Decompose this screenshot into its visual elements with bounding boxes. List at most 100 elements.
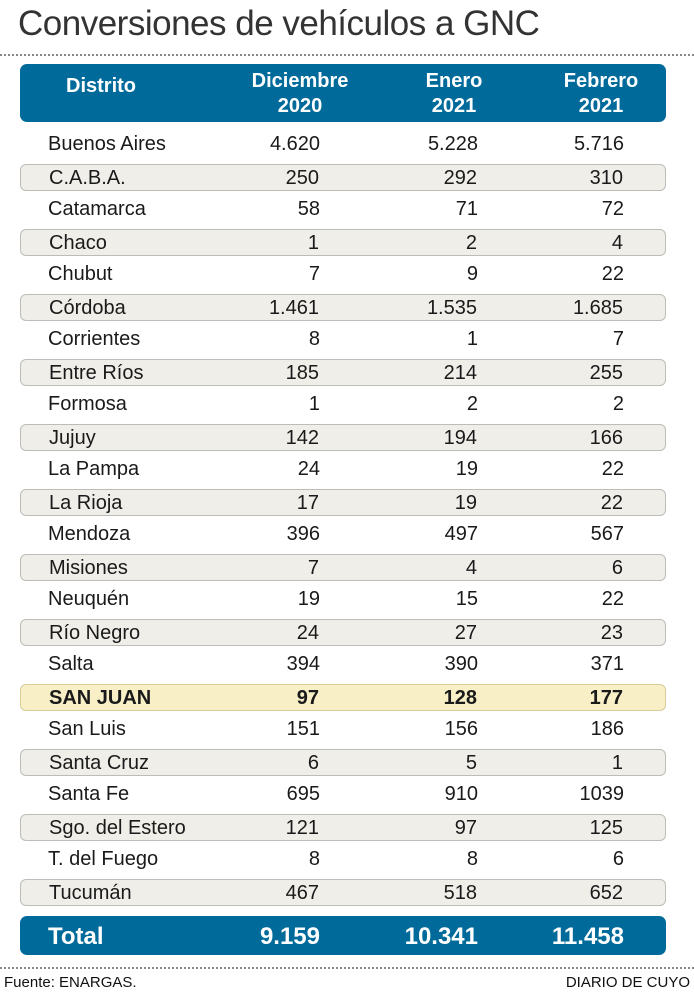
value-jan: 292 — [443, 166, 477, 189]
value-feb: 371 — [590, 653, 624, 675]
district-name: C.A.B.A. — [49, 166, 126, 189]
value-jan: 2 — [465, 231, 477, 254]
page-title: Conversiones de vehículos a GNC — [18, 4, 540, 43]
district-name: Salta — [48, 653, 94, 675]
district-name: Río Negro — [49, 621, 141, 644]
value-dec: 7 — [308, 263, 320, 285]
table-row: Entre Ríos 185 214 255 — [20, 358, 666, 386]
value-jan: 128 — [443, 686, 477, 709]
value-dec: 1 — [308, 393, 320, 415]
table-row: Sgo. del Estero 121 97 125 — [20, 813, 666, 841]
value-dec: 185 — [285, 361, 319, 384]
total-row: Total 9.159 10.341 11.458 — [20, 916, 666, 955]
district-name: Córdoba — [49, 296, 126, 319]
table-row: Jujuy 142 194 166 — [20, 423, 666, 451]
value-dec: 467 — [285, 881, 319, 904]
value-feb: 4 — [611, 231, 623, 254]
district-name: Sgo. del Estero — [49, 816, 186, 839]
district-name: San Luis — [48, 718, 126, 740]
table-row: Chubut 7 9 22 — [20, 261, 666, 288]
district-name: Santa Fe — [48, 783, 130, 805]
table-row: Formosa 1 2 2 — [20, 391, 666, 418]
district-name: Buenos Aires — [48, 133, 166, 155]
district-name: Entre Ríos — [49, 361, 144, 384]
divider — [0, 967, 694, 969]
value-dec: 19 — [297, 588, 320, 610]
table-row: Salta 394 390 371 — [20, 651, 666, 678]
value-dec: 17 — [296, 491, 319, 514]
value-dec: 250 — [285, 166, 319, 189]
total-feb: 11.458 — [551, 923, 624, 950]
value-dec: 142 — [285, 426, 319, 449]
source-note: Fuente: ENARGAS. — [4, 974, 137, 991]
value-feb: 186 — [590, 718, 624, 740]
district-name: Jujuy — [49, 426, 96, 449]
table-header: Distrito Diciembre 2020 Enero 2021 Febrero… — [20, 64, 666, 122]
value-jan: 97 — [454, 816, 477, 839]
table-row: T. del Fuego 8 8 6 — [20, 846, 666, 873]
value-jan: 214 — [443, 361, 477, 384]
table-row: Misiones 7 4 6 — [20, 553, 666, 581]
value-dec: 8 — [308, 328, 320, 350]
value-jan: 910 — [444, 783, 478, 805]
value-dec: 24 — [296, 621, 319, 644]
table-row: Corrientes 8 1 7 — [20, 326, 666, 353]
value-feb: 72 — [601, 198, 624, 220]
value-feb: 23 — [600, 621, 623, 644]
table-row: La Rioja 17 19 22 — [20, 488, 666, 516]
value-feb: 1.685 — [572, 296, 623, 319]
value-feb: 1 — [611, 751, 623, 774]
value-feb: 6 — [612, 848, 624, 870]
table-row: Río Negro 24 27 23 — [20, 618, 666, 646]
value-dec: 394 — [286, 653, 320, 675]
value-jan: 194 — [443, 426, 477, 449]
table-row: Córdoba 1.461 1.535 1.685 — [20, 293, 666, 321]
value-feb: 652 — [589, 881, 623, 904]
value-jan: 9 — [466, 263, 478, 285]
value-jan: 497 — [444, 523, 478, 545]
value-jan: 5.228 — [427, 133, 478, 155]
value-feb: 567 — [590, 523, 624, 545]
value-jan: 5 — [465, 751, 477, 774]
table-row: Catamarca 58 71 72 — [20, 196, 666, 223]
value-jan: 518 — [443, 881, 477, 904]
value-feb: 22 — [601, 588, 624, 610]
district-name: Tucumán — [49, 881, 132, 904]
value-feb: 22 — [600, 491, 623, 514]
value-jan: 8 — [466, 848, 478, 870]
value-feb: 22 — [601, 458, 624, 480]
value-jan: 390 — [444, 653, 478, 675]
district-name: Misiones — [49, 556, 128, 579]
value-dec: 4.620 — [269, 133, 320, 155]
table-row: Santa Fe 695 910 1039 — [20, 781, 666, 808]
value-jan: 2 — [466, 393, 478, 415]
total-dec: 9.159 — [259, 923, 320, 950]
district-name: Chubut — [48, 263, 113, 285]
value-jan: 27 — [454, 621, 477, 644]
value-dec: 58 — [297, 198, 320, 220]
header-district: Distrito — [66, 75, 136, 97]
district-name: SAN JUAN — [49, 686, 152, 709]
value-dec: 396 — [286, 523, 320, 545]
district-name: La Rioja — [49, 491, 123, 514]
value-jan: 19 — [455, 458, 478, 480]
value-feb: 5.716 — [573, 133, 624, 155]
total-jan: 10.341 — [404, 923, 478, 950]
district-name: Neuquén — [48, 588, 130, 610]
value-jan: 156 — [444, 718, 478, 740]
header-jan: Enero 2021 — [425, 70, 483, 117]
district-name: T. del Fuego — [48, 848, 159, 870]
district-name: Chaco — [49, 231, 107, 254]
table-row: Mendoza 396 497 567 — [20, 521, 666, 548]
district-name: Corrientes — [48, 328, 141, 350]
value-dec: 121 — [285, 816, 319, 839]
value-jan: 15 — [455, 588, 478, 610]
value-feb: 255 — [589, 361, 623, 384]
table-row: Buenos Aires 4.620 5.228 5.716 — [20, 131, 666, 158]
value-jan: 71 — [455, 198, 478, 220]
table-row: Santa Cruz 6 5 1 — [20, 748, 666, 776]
district-name: Catamarca — [48, 198, 146, 220]
value-jan: 1 — [466, 328, 478, 350]
table-row: La Pampa 24 19 22 — [20, 456, 666, 483]
